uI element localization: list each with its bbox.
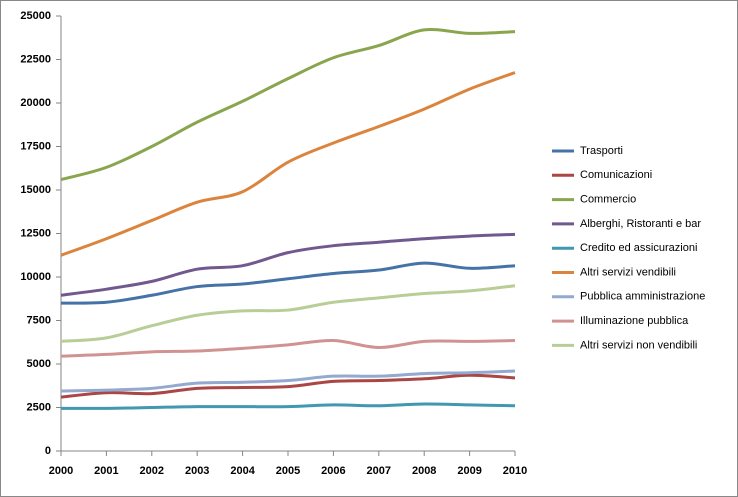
x-tick-label: 2006 [321, 465, 345, 477]
y-tick-label: 25000 [20, 10, 51, 22]
x-tick-label: 2000 [49, 465, 73, 477]
y-tick-label: 17500 [20, 140, 51, 152]
x-tick-label: 2008 [412, 465, 436, 477]
y-tick-label: 12500 [20, 227, 51, 239]
series-line [60, 369, 516, 393]
legend-label: Altri servizi vendibili [580, 266, 676, 278]
y-tick-label: 22500 [20, 53, 51, 65]
series-line [60, 339, 516, 358]
x-tick-label: 2005 [276, 465, 300, 477]
x-tick-label: 2004 [230, 465, 255, 477]
y-tick-label: 10000 [20, 271, 51, 283]
y-tick-label: 7500 [27, 314, 51, 326]
series-line [60, 71, 516, 257]
x-tick-label: 2001 [94, 465, 118, 477]
legend-label: Pubblica amministrazione [580, 291, 705, 303]
legend-label: Altri servizi non vendibili [580, 339, 697, 351]
x-tick-label: 2009 [457, 465, 481, 477]
legend-label: Illuminazione pubblica [580, 315, 689, 327]
series-line [60, 373, 516, 399]
series-line [60, 27, 516, 182]
y-tick-label: 0 [45, 445, 51, 457]
series-line [60, 402, 516, 410]
x-tick-label: 2002 [140, 465, 164, 477]
y-tick-label: 2500 [27, 401, 51, 413]
series-line [60, 284, 516, 343]
y-tick-label: 20000 [20, 97, 51, 109]
legend-label: Trasporti [580, 145, 623, 157]
legend-label: Credito ed assicurazioni [580, 242, 697, 254]
series-line [60, 261, 516, 305]
x-tick-label: 2007 [367, 465, 391, 477]
series-line [60, 232, 516, 297]
x-tick-label: 2010 [503, 465, 527, 477]
x-tick-label: 2003 [185, 465, 209, 477]
legend-label: Comunicazioni [580, 169, 652, 181]
legend-label: Commercio [580, 194, 636, 206]
y-tick-label: 15000 [20, 184, 51, 196]
legend-label: Alberghi, Ristoranti e bar [580, 218, 701, 230]
y-tick-label: 5000 [27, 358, 51, 370]
